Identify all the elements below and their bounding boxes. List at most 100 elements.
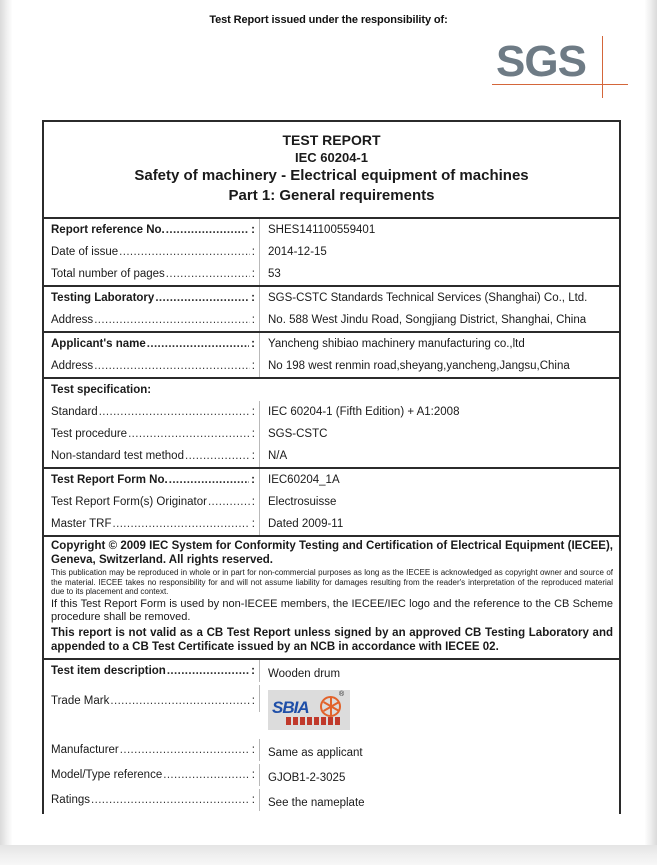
table-row: Date of issue : 2014-12-15 xyxy=(44,241,619,263)
copyright-non-iecee-text: If this Test Report Form is used by non-… xyxy=(51,597,613,624)
field-value: GJOB1-2-3025 xyxy=(268,771,346,784)
dot-leader xyxy=(119,245,250,259)
field-label: Date of issue : xyxy=(44,241,260,263)
field-label: Address : xyxy=(44,355,260,377)
table-row: Test procedure : SGS-CSTC xyxy=(44,423,619,445)
field-label: Standard : xyxy=(44,401,260,423)
page-edge-right-shadow xyxy=(645,0,657,845)
field-colon: : xyxy=(251,246,255,258)
field-value: Electrosuisse xyxy=(268,496,337,508)
copyright-validity-statement: This report is not valid as a CB Test Re… xyxy=(51,626,613,653)
table-row: Test item description : Wooden drum xyxy=(44,659,619,685)
sbia-subtext-glyphs xyxy=(286,716,340,725)
table-row-trade-mark: Trade Mark : SBIA ® xyxy=(44,684,619,739)
dot-leader xyxy=(147,337,249,351)
table-row: Total number of pages : 53 xyxy=(44,263,619,285)
dot-leader xyxy=(94,313,250,327)
field-value: SHES141100559401 xyxy=(268,224,376,236)
dot-leader xyxy=(110,694,249,708)
sgs-logo: SGS xyxy=(490,36,630,98)
field-label: Manufacturer : xyxy=(44,738,260,761)
dot-leader xyxy=(166,223,249,237)
field-colon: : xyxy=(251,428,255,440)
field-value: 2014-12-15 xyxy=(268,246,327,258)
field-label-text: Test Report Form No. xyxy=(51,474,168,486)
dot-leader xyxy=(91,793,250,807)
field-label-text: Model/Type reference xyxy=(51,768,163,781)
copyright-notice-block: Copyright © 2009 IEC System for Conformi… xyxy=(44,537,619,660)
field-group-applicant: Applicant's name : Yancheng shibiao mach… xyxy=(44,333,619,379)
sbia-wheel-spoke xyxy=(323,701,339,712)
table-row: Report reference No. : SHES141100559401 xyxy=(44,219,619,241)
field-label-text: Non-standard test method xyxy=(51,450,184,462)
field-group-reference: Report reference No. : SHES141100559401 … xyxy=(44,219,619,287)
field-group-test-item: Test item description : Wooden drum Trad… xyxy=(44,659,619,814)
sbia-brand-text: SBIA xyxy=(272,697,310,717)
field-label: Address : xyxy=(44,309,260,331)
field-colon: : xyxy=(251,474,255,486)
dot-leader xyxy=(128,427,250,441)
field-label-text: Master TRF xyxy=(51,518,112,530)
field-label-text: Applicant's name xyxy=(51,338,146,350)
field-label: Test item description : xyxy=(44,659,260,682)
field-colon: : xyxy=(251,450,255,462)
field-label-text: Standard xyxy=(51,406,98,418)
page-edge-bottom-shadow xyxy=(0,845,657,865)
field-label: Test Report Form No. : xyxy=(44,469,260,491)
field-value: IEC 60204-1 (Fifth Edition) + A1:2008 xyxy=(268,406,460,418)
copyright-heading: Copyright © 2009 IEC System for Conformi… xyxy=(51,540,613,566)
field-label: Model/Type reference : xyxy=(44,763,260,786)
table-row: Non-standard test method : N/A xyxy=(44,445,619,467)
field-label: Test Report Form(s) Originator : xyxy=(44,491,260,513)
field-label-text: Test procedure xyxy=(51,428,128,440)
table-row: Manufacturer : Same as applicant xyxy=(44,738,619,764)
table-row: Master TRF : Dated 2009-11 xyxy=(44,513,619,535)
page-paper: Test Report issued under the responsibil… xyxy=(12,0,645,845)
field-value: Same as applicant xyxy=(268,746,363,759)
field-value: SGS-CSTC Standards Technical Services (S… xyxy=(268,292,588,304)
page-edge-left-shadow xyxy=(0,0,12,845)
field-label-text: Address xyxy=(51,314,94,326)
table-row: Address : No. 588 West Jindu Road, Songj… xyxy=(44,309,619,331)
copyright-reproduction-text: This publication may be reproduced in wh… xyxy=(51,568,613,597)
table-row: Test Report Form No. : IEC60204_1A xyxy=(44,469,619,491)
field-label: Testing Laboratory : xyxy=(44,287,260,309)
dot-leader xyxy=(163,768,250,782)
dot-leader xyxy=(208,495,250,509)
dot-leader xyxy=(185,449,250,463)
sgs-logo-vertical-rule xyxy=(602,36,603,98)
field-colon: : xyxy=(251,768,255,781)
table-row: Address : No 198 west renmin road,sheyan… xyxy=(44,355,619,377)
field-value: Dated 2009-11 xyxy=(268,518,344,530)
field-label-text: Address xyxy=(51,360,94,372)
field-label: Ratings : xyxy=(44,788,260,811)
field-value: No 198 west renmin road,sheyang,yancheng… xyxy=(268,360,570,372)
field-colon: : xyxy=(251,314,255,326)
table-row: Applicant's name : Yancheng shibiao mach… xyxy=(44,333,619,355)
field-label-text: Test Report Form(s) Originator xyxy=(51,496,207,508)
field-group-trf-info: Test Report Form No. : IEC60204_1A Test … xyxy=(44,469,619,537)
report-title-line-2: IEC 60204-1 xyxy=(295,150,368,165)
field-colon: : xyxy=(251,224,255,236)
field-label: Non-standard test method : xyxy=(44,445,260,467)
field-group-test-specification: Test specification: Standard : IEC 60204… xyxy=(44,379,619,469)
field-value: 53 xyxy=(268,268,281,280)
field-label: Master TRF : xyxy=(44,513,260,535)
field-colon: : xyxy=(251,406,255,418)
report-title-line-3: Safety of machinery - Electrical equipme… xyxy=(134,167,529,184)
table-row: Testing Laboratory : SGS-CSTC Standards … xyxy=(44,287,619,309)
field-colon: : xyxy=(251,664,255,677)
dot-leader xyxy=(169,473,249,487)
field-label-text: Ratings xyxy=(51,793,90,806)
field-group-testing-laboratory: Testing Laboratory : SGS-CSTC Standards … xyxy=(44,287,619,333)
table-row: Model/Type reference : GJOB1-2-3025 xyxy=(44,763,619,789)
dot-leader xyxy=(120,743,250,757)
dot-leader xyxy=(99,405,250,419)
field-label-text: Date of issue xyxy=(51,246,119,258)
field-value: Yancheng shibiao machinery manufacturing… xyxy=(268,338,525,350)
field-label-text: Testing Laboratory xyxy=(51,292,155,304)
report-title-line-4: Part 1: General requirements xyxy=(228,187,435,204)
field-colon: : xyxy=(251,268,255,280)
field-colon: : xyxy=(251,360,255,372)
